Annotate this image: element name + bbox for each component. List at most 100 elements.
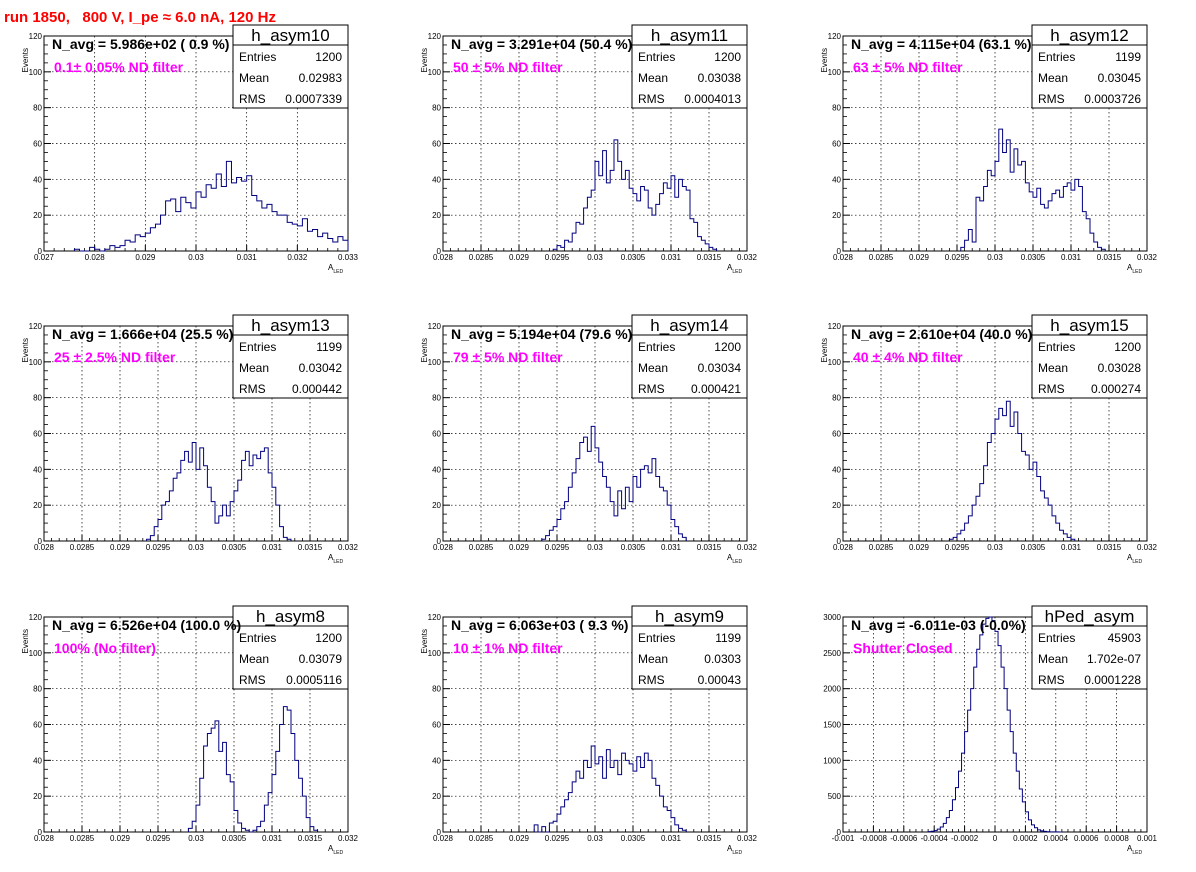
x-tick-label: 0.029 <box>509 834 530 843</box>
y-tick-label: 80 <box>432 394 441 403</box>
stat-value-entries: 1200 <box>1114 340 1141 354</box>
x-tick-label: 0.031 <box>661 543 682 552</box>
x-tick-label: 0.0285 <box>469 834 494 843</box>
y-tick-label: 120 <box>828 322 842 331</box>
filter-label: 50 ± 5% ND filter <box>453 59 563 75</box>
histogram-line <box>73 160 349 252</box>
y-tick-label: 120 <box>428 613 442 622</box>
stat-label-entries: Entries <box>638 340 675 354</box>
filter-label: 10 ± 1% ND filter <box>453 640 563 656</box>
x-tick-label: 0.0004 <box>1044 834 1069 843</box>
x-tick-label: 0.0285 <box>469 543 494 552</box>
y-tick-label: 100 <box>29 68 43 77</box>
histogram-name: h_asym9 <box>655 607 724 626</box>
stats-box-frame <box>232 24 349 109</box>
stats-box-frame <box>232 314 349 399</box>
stats-box-frame <box>1031 605 1148 690</box>
histogram-panel-h_asym14: 0.028 0.0285 0.029 0.0295 0.03 0.0305 0.031 0.0… <box>420 314 758 565</box>
y-tick-label: 1500 <box>823 721 841 730</box>
navg-label: N_avg = -6.011e-03 (-0.0%) <box>851 617 1026 633</box>
histogram-name: h_asym11 <box>651 26 728 45</box>
x-tick-label: 0.0305 <box>1021 543 1046 552</box>
navg-label: N_avg = 5.986e+02 ( 0.9 %) <box>52 36 229 52</box>
y-tick-label: 40 <box>432 175 441 184</box>
x-axis-label: ALED <box>328 263 343 275</box>
x-tick-label: 0.029 <box>110 543 131 552</box>
x-tick-label: 0.03 <box>987 543 1003 552</box>
x-axis-label: ALED <box>727 263 742 275</box>
y-tick-label: 20 <box>432 211 441 220</box>
x-tick-label: 0.03 <box>987 253 1003 262</box>
histogram-name: h_asym12 <box>1050 26 1128 45</box>
y-tick-label: 100 <box>428 68 442 77</box>
y-tick-label: 500 <box>828 792 842 801</box>
x-tick-label: 0.028 <box>833 253 854 262</box>
stats-box-frame <box>232 605 349 690</box>
y-tick-label: 120 <box>428 322 442 331</box>
stat-value-rms: 0.0005116 <box>286 673 342 687</box>
y-tick-label: 0 <box>837 537 842 546</box>
stat-label-mean: Mean <box>638 652 668 666</box>
y-tick-label: 80 <box>33 394 42 403</box>
stat-label-rms: RMS <box>239 92 266 106</box>
x-tick-label: 0.0315 <box>298 834 323 843</box>
stat-label-entries: Entries <box>1038 50 1075 64</box>
stat-label-entries: Entries <box>239 631 276 645</box>
stat-value-mean: 0.03079 <box>299 652 343 666</box>
y-axis-label: Events <box>420 48 429 72</box>
x-tick-label: 0.029 <box>110 834 131 843</box>
filter-label: 100% (No filter) <box>54 640 156 656</box>
navg-label: N_avg = 3.291e+04 (50.4 %) <box>451 36 632 52</box>
x-tick-label: 0.031 <box>262 543 283 552</box>
stat-label-mean: Mean <box>1038 361 1068 375</box>
stats-box: h_asym15 Entries 1200 Mean 0.03028 RMS 0.00027… <box>1031 314 1148 399</box>
x-tick-label: 0.0315 <box>1097 253 1122 262</box>
y-tick-label: 20 <box>832 501 841 510</box>
y-tick-label: 0 <box>837 247 842 256</box>
stat-label-rms: RMS <box>638 673 665 687</box>
histogram-line <box>927 616 1062 833</box>
x-axis-label: ALED <box>1127 263 1142 275</box>
filter-label: Shutter Closed <box>853 640 953 656</box>
histogram-line <box>187 706 319 833</box>
stats-box: hPed_asym Entries 45903 Mean 1.702e-07 RMS 0.0… <box>1031 605 1148 690</box>
x-tick-label: 0.032 <box>338 543 359 552</box>
x-tick-label: 0.0315 <box>298 543 323 552</box>
y-tick-label: 20 <box>33 211 42 220</box>
filter-label: 40 ± 4% ND filter <box>853 349 963 365</box>
histogram-line <box>960 128 1106 251</box>
x-tick-label: 0.032 <box>737 253 758 262</box>
stat-label-entries: Entries <box>1038 340 1075 354</box>
y-tick-label: 120 <box>828 32 842 41</box>
x-tick-label: 0.0295 <box>146 834 171 843</box>
x-tick-label: 0.028 <box>833 543 854 552</box>
histogram-name: hPed_asym <box>1045 607 1135 626</box>
stats-box: h_asym8 Entries 1200 Mean 0.03079 RMS 0.000511… <box>232 605 349 690</box>
y-tick-label: 60 <box>33 721 42 730</box>
filter-label: 63 ± 5% ND filter <box>853 59 963 75</box>
y-tick-label: 0 <box>837 828 842 837</box>
stat-value-mean: 0.03038 <box>698 71 742 85</box>
histogram-panel-h_asym13: 0.028 0.0285 0.029 0.0295 0.03 0.0305 0.031 0.0… <box>21 314 359 565</box>
stat-value-rms: 0.0003726 <box>1084 92 1141 106</box>
stat-value-rms: 0.000442 <box>292 382 342 396</box>
stat-value-entries: 1199 <box>715 631 741 645</box>
x-tick-label: 0.03 <box>188 253 204 262</box>
navg-label: N_avg = 1.666e+04 (25.5 %) <box>52 326 233 342</box>
x-tick-label: 0.027 <box>34 253 55 262</box>
histogram-line <box>146 441 292 541</box>
x-tick-label: 0.0305 <box>621 543 646 552</box>
y-tick-label: 20 <box>832 211 841 220</box>
stat-value-mean: 0.0303 <box>704 652 741 666</box>
stat-label-entries: Entries <box>239 340 276 354</box>
y-tick-label: 80 <box>432 685 441 694</box>
stat-value-mean: 0.03045 <box>1098 71 1142 85</box>
x-axis-label: ALED <box>727 553 742 565</box>
x-tick-label: 0.028 <box>433 253 454 262</box>
stat-value-mean: 1.702e-07 <box>1087 652 1141 666</box>
histogram-panel-h_asym12: 0.028 0.0285 0.029 0.0295 0.03 0.0305 0.031 0.0… <box>820 24 1158 275</box>
x-tick-label: 0.0305 <box>621 253 646 262</box>
x-tick-label: 0.028 <box>433 543 454 552</box>
x-tick-label: 0.0315 <box>697 543 722 552</box>
